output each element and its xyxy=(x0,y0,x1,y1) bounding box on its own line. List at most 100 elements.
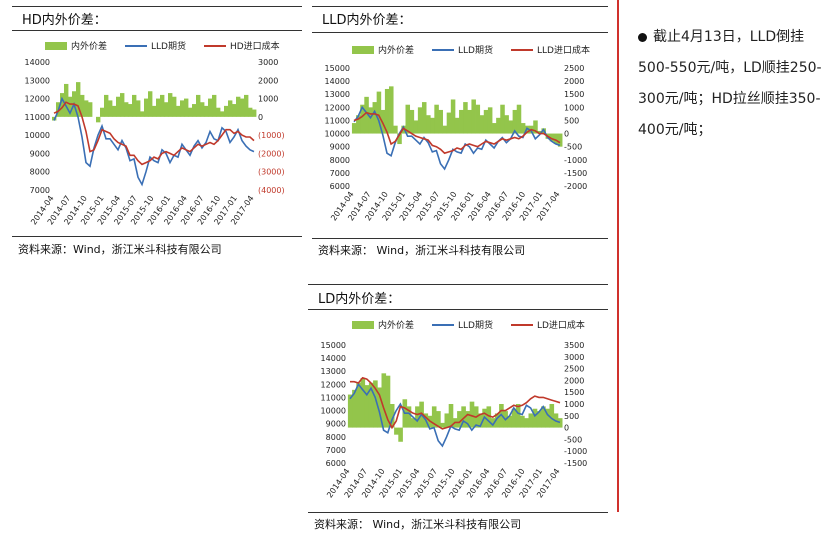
spread-area-bar xyxy=(152,105,157,117)
spread-area-bar xyxy=(409,109,415,134)
spread-area-bar xyxy=(415,406,420,428)
spread-area-bar xyxy=(516,104,522,134)
spread-area-bar xyxy=(132,94,137,117)
spread-area-bar xyxy=(68,96,73,117)
right-axis-tick-label: -500 xyxy=(564,143,582,152)
spread-area-bar xyxy=(440,422,445,428)
legend-swatch-futures xyxy=(125,44,148,47)
spread-area-bar xyxy=(204,105,209,117)
spread-area-bar xyxy=(385,375,391,428)
spread-area-bar xyxy=(442,125,448,134)
spread-area-bar xyxy=(352,389,357,428)
spread-area-bar xyxy=(180,100,185,117)
right-axis-tick-label: -1500 xyxy=(564,459,587,468)
right-axis-tick-label: 0 xyxy=(258,113,263,122)
right-axis-tick-label: 2000 xyxy=(564,376,584,385)
spread-area-bar xyxy=(360,104,365,134)
spread-area-bar xyxy=(212,94,217,117)
section-divider xyxy=(617,0,619,512)
spread-area-bar xyxy=(545,408,550,428)
right-axis-tick-label: 500 xyxy=(564,116,579,125)
right-axis-tick-label: 1500 xyxy=(564,90,584,99)
right-axis-tick-label: -1000 xyxy=(564,447,587,456)
spread-area-bar xyxy=(549,404,555,428)
spread-area-bar xyxy=(438,109,443,134)
legend-swatch-spread xyxy=(45,41,67,50)
spread-area-bar xyxy=(192,104,197,117)
spread-area-bar xyxy=(136,100,141,117)
spread-area-bar xyxy=(100,107,105,117)
left-axis-tick-label: 7000 xyxy=(30,186,50,195)
right-axis-tick-label: 1000 xyxy=(258,95,278,104)
right-axis-tick-label: (4000) xyxy=(258,186,285,195)
ld-spread-chart: 1500014000130001200011000100009000800070… xyxy=(321,341,588,500)
note-text: 截止4月13日，LLD倒挂500-550元/吨，LD顺挂250-300元/吨；H… xyxy=(638,29,822,138)
spread-area-bar xyxy=(356,115,361,134)
spread-area-bar xyxy=(380,109,386,134)
right-axis-tick-label: -1000 xyxy=(564,156,587,165)
spread-area-bar xyxy=(507,415,513,428)
left-axis-tick-label: 13000 xyxy=(25,76,50,85)
spread-area-bar xyxy=(389,404,395,428)
left-axis-tick-label: 12000 xyxy=(325,103,350,112)
left-axis-tick-label: 12000 xyxy=(25,95,50,104)
spread-area-bar xyxy=(351,123,357,134)
spread-area-bar xyxy=(184,98,189,117)
spread-area-bar xyxy=(60,93,65,117)
chart-legend: 内外价差 LLD期货 HD进口成本 xyxy=(45,39,280,52)
spread-area-bar xyxy=(426,115,431,134)
spread-area-bar xyxy=(524,418,529,428)
spread-area-bar xyxy=(492,123,497,134)
spread-area-bar xyxy=(500,104,505,134)
left-axis-tick-label: 15000 xyxy=(321,341,346,350)
right-axis-tick-label: 1500 xyxy=(564,388,584,397)
spread-area-bar xyxy=(457,411,462,428)
spread-area-bar xyxy=(410,418,416,428)
spread-area-bar xyxy=(417,107,423,134)
spread-area-bar xyxy=(471,99,476,134)
spread-area-bar xyxy=(140,111,145,117)
spread-area-bar xyxy=(463,102,468,134)
spread-area-bar xyxy=(490,418,496,428)
spread-area-bar xyxy=(148,91,153,117)
spread-area-bar xyxy=(430,117,435,134)
spread-area-bar xyxy=(393,125,398,134)
spread-area-bar xyxy=(398,427,403,442)
spread-area-bar xyxy=(520,123,526,134)
right-axis-tick-label: (1000) xyxy=(258,131,285,140)
legend-label: 内外价差 xyxy=(71,42,108,52)
source-note: 资料来源： Wind，浙江米斗科技有限公司 xyxy=(314,518,522,531)
bullet-icon xyxy=(638,32,647,42)
spread-area-bar xyxy=(454,117,460,134)
spread-area-bar xyxy=(208,98,213,117)
lld-spread-chart: 1500014000130001200011000100009000800070… xyxy=(325,64,588,223)
right-axis-tick-label: 3000 xyxy=(258,58,278,67)
spread-area-bar xyxy=(549,133,555,142)
spread-area-bar xyxy=(446,112,452,134)
left-axis-tick-label: 10000 xyxy=(25,131,50,140)
spread-area-bar xyxy=(156,98,161,117)
spread-area-bar xyxy=(436,411,441,428)
left-axis-tick-label: 11000 xyxy=(325,116,350,125)
spread-area-bar xyxy=(220,111,225,117)
legend-swatch-import-cost xyxy=(203,44,226,47)
spread-area-bar xyxy=(164,102,169,117)
spread-area-bar xyxy=(76,82,81,117)
right-axis-tick-label: -500 xyxy=(564,435,582,444)
spread-area-bar xyxy=(469,401,475,428)
left-axis-tick-label: 14000 xyxy=(25,58,50,67)
left-axis-tick-label: 10000 xyxy=(325,130,350,139)
right-axis-tick-label: 2500 xyxy=(564,365,584,374)
spread-area-bar xyxy=(381,373,387,428)
spread-area-bar xyxy=(528,413,534,428)
spread-area-bar xyxy=(553,133,559,145)
left-axis-tick-label: 11000 xyxy=(25,113,50,122)
spread-area-bar xyxy=(406,406,412,428)
left-axis-tick-label: 12000 xyxy=(321,380,346,389)
spread-area-bar xyxy=(252,109,257,117)
spread-area-bar xyxy=(216,107,221,117)
source-note: 资料来源：Wind，浙江米斗科技有限公司 xyxy=(18,243,222,256)
spread-area-bar xyxy=(541,406,546,428)
legend-label: 内外价差 xyxy=(378,321,415,331)
legend-label: LLD进口成本 xyxy=(536,46,590,56)
